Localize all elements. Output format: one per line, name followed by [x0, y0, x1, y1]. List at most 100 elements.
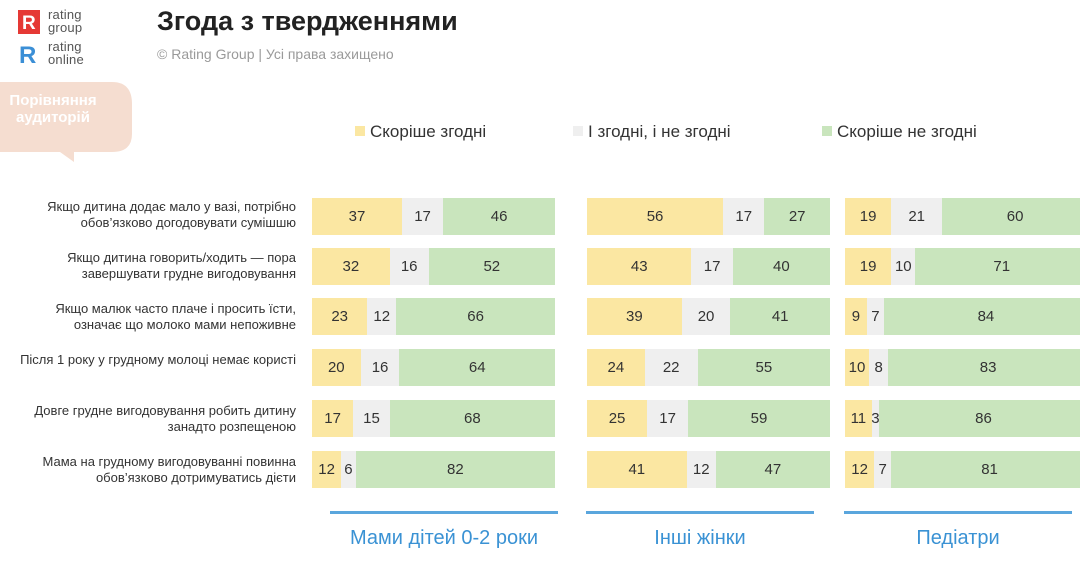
bar-row-g2-r1: 56 17 27: [587, 198, 830, 235]
statement-label-4: Після 1 року у грудному молоці немає кор…: [20, 352, 296, 367]
legend-swatch-disagree: [822, 126, 832, 136]
legend-item-neutral: І згодні, і не згодні: [573, 122, 731, 142]
legend-swatch-neutral: [573, 126, 583, 136]
group-title-other-women: Інші жінки: [654, 527, 746, 549]
rating-online-logo-text: rating online: [48, 39, 84, 67]
bar-segment-disagree: 86: [879, 400, 1080, 437]
bar-segment-agree: 20: [312, 349, 361, 386]
svg-text:R: R: [19, 42, 36, 66]
rating-group-logo-text: rating group: [48, 7, 83, 35]
bar-row-g1-r1: 37 17 46: [312, 198, 555, 235]
bar-segment-neutral: 16: [389, 248, 429, 285]
statement-label-3: Якщо малюк часто плаче і просить їсти, о…: [55, 301, 296, 332]
bar-row-g2-r2: 43 17 40: [587, 248, 830, 285]
bar-segment-disagree: 27: [764, 198, 830, 235]
bar-row-g3-r5: 11 3 86: [845, 400, 1080, 437]
bar-segment-neutral: 3: [871, 400, 880, 437]
legend-label-disagree: Скоріше не згодні: [837, 122, 977, 141]
bar-segment-disagree: 64: [399, 349, 555, 386]
bar-row-g2-r6: 41 12 47: [587, 451, 830, 488]
bar-row-g1-r4: 20 16 64: [312, 349, 555, 386]
bar-row-g1-r5: 17 15 68: [312, 400, 555, 437]
bar-row-g2-r4: 24 22 55: [587, 349, 830, 386]
group-title-mothers: Мами дітей 0-2 роки: [349, 527, 539, 549]
group-underline-other-women: [586, 511, 814, 514]
bar-segment-neutral: 8: [869, 349, 889, 386]
rating-online-logo-icon: R: [19, 42, 36, 66]
bar-segment-neutral: 16: [360, 349, 400, 386]
bar-row-g3-r2: 19 10 71: [845, 248, 1080, 285]
bar-segment-agree: 19: [845, 198, 892, 235]
bar-segment-disagree: 71: [915, 248, 1080, 285]
copyright-text: © Rating Group | Усі права захищено: [157, 46, 394, 62]
bar-segment-agree: 10: [845, 349, 870, 386]
bar-row-g1-r6: 12 6 82: [312, 451, 555, 488]
statement-label-2: Якщо дитина говорить/ходить — пора завер…: [67, 250, 296, 281]
bar-segment-disagree: 55: [697, 349, 830, 386]
bar-segment-agree: 25: [587, 400, 648, 437]
bar-segment-disagree: 82: [355, 451, 555, 488]
bar-segment-neutral: 17: [647, 400, 689, 437]
bar-segment-disagree: 52: [428, 248, 555, 285]
bar-row-g2-r3: 39 20 41: [587, 298, 830, 335]
badge-shape: [0, 82, 132, 162]
bar-row-g1-r2: 32 16 52: [312, 248, 555, 285]
bar-segment-agree: 12: [312, 451, 342, 488]
rating-group-logo-icon: R: [18, 10, 40, 34]
bar-segment-disagree: 60: [942, 198, 1080, 235]
bar-segment-neutral: 22: [644, 349, 698, 386]
bar-segment-agree: 12: [845, 451, 875, 488]
bar-segment-disagree: 40: [732, 248, 830, 285]
bar-segment-agree: 9: [845, 298, 867, 335]
bar-segment-agree: 43: [587, 248, 692, 285]
bar-row-g3-r3: 9 7 84: [845, 298, 1080, 335]
bar-segment-neutral: 12: [367, 298, 397, 335]
legend-swatch-agree: [355, 126, 365, 136]
legend-label-agree: Скоріше згодні: [370, 122, 487, 141]
bar-segment-neutral: 7: [874, 451, 892, 488]
bar-segment-disagree: 59: [688, 400, 830, 437]
bar-segment-neutral: 7: [866, 298, 884, 335]
statement-label-1: Якщо дитина додає мало у вазі, потрібно …: [47, 199, 296, 230]
bar-segment-neutral: 12: [686, 451, 716, 488]
badge-line-2: аудиторій: [16, 109, 90, 126]
bar-segment-agree: 23: [312, 298, 368, 335]
group-underline-mothers: [330, 511, 558, 514]
bar-segment-agree: 41: [587, 451, 687, 488]
page-title: Згода з твердженнями: [157, 6, 458, 36]
bar-segment-neutral: 17: [401, 198, 444, 235]
bar-segment-agree: 11: [845, 400, 872, 437]
bar-segment-agree: 19: [845, 248, 892, 285]
bar-segment-agree: 24: [587, 349, 645, 386]
bar-segment-neutral: 17: [723, 198, 765, 235]
bar-segment-agree: 37: [312, 198, 402, 235]
bar-segment-agree: 56: [587, 198, 724, 235]
badge-line-1: Порівняння: [9, 92, 97, 109]
bar-segment-disagree: 46: [443, 198, 555, 235]
bar-row-g3-r4: 10 8 83: [845, 349, 1080, 386]
legend-item-agree: Скоріше згодні: [355, 122, 486, 142]
bar-segment-disagree: 83: [888, 349, 1080, 386]
bar-row-g2-r5: 25 17 59: [587, 400, 830, 437]
bar-segment-disagree: 81: [891, 451, 1080, 488]
statement-label-5: Довге грудне вигодовування робить дитину…: [34, 403, 296, 434]
comparison-badge: Порівняння аудиторій: [0, 82, 136, 164]
bar-segment-disagree: 66: [396, 298, 555, 335]
bar-segment-disagree: 47: [715, 451, 830, 488]
bar-segment-neutral: 15: [353, 400, 390, 437]
bar-segment-disagree: 41: [730, 298, 830, 335]
bar-segment-neutral: 6: [341, 451, 356, 488]
bar-segment-neutral: 21: [891, 198, 943, 235]
bar-row-g1-r3: 23 12 66: [312, 298, 555, 335]
bar-row-g3-r1: 19 21 60: [845, 198, 1080, 235]
bar-row-g3-r6: 12 7 81: [845, 451, 1080, 488]
bar-segment-disagree: 84: [883, 298, 1080, 335]
bar-segment-agree: 39: [587, 298, 682, 335]
bar-segment-neutral: 10: [891, 248, 916, 285]
bar-segment-neutral: 17: [691, 248, 733, 285]
bar-segment-neutral: 20: [681, 298, 731, 335]
group-underline-pediatricians: [844, 511, 1072, 514]
group-title-pediatricians: Педіатри: [916, 527, 1000, 549]
bar-segment-agree: 32: [312, 248, 390, 285]
svg-text:R: R: [22, 13, 36, 34]
